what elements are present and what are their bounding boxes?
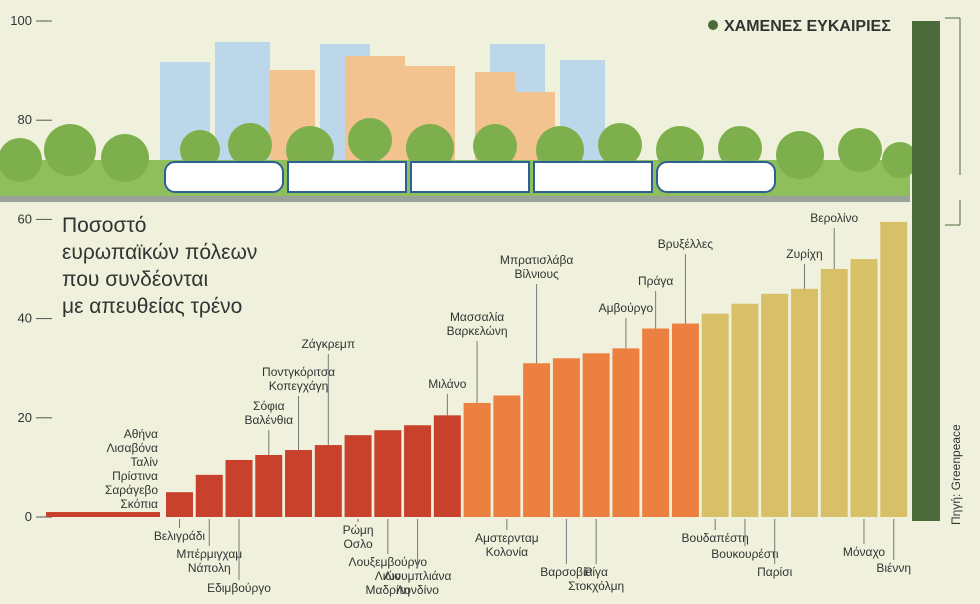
y-tick-label: 20	[18, 410, 32, 425]
category-label: Λιών	[375, 569, 401, 583]
category-label: Στοκχόλμη	[568, 579, 624, 593]
category-label: Μαδρίτη	[366, 583, 411, 597]
illustration	[0, 42, 918, 202]
bar	[166, 492, 193, 517]
bar	[374, 430, 402, 517]
category-label: Βαρκελώνη	[447, 324, 508, 338]
y-tick-label: 60	[18, 211, 32, 226]
category-label: Σόφια	[253, 399, 285, 413]
bar	[731, 303, 759, 517]
category-label: Λιουμπλιάνα	[384, 569, 452, 583]
category-label: Νάπολη	[188, 561, 231, 575]
category-label: Βαρσοβία	[540, 565, 592, 579]
category-label: Βρυξέλλες	[658, 237, 713, 251]
y-tick-label: 100	[10, 13, 32, 28]
chart-title: που συνδέονται	[62, 268, 209, 291]
legend-marker	[708, 20, 718, 30]
category-label: Μπέρμιγχαμ	[176, 547, 242, 561]
category-label: Ρίγα	[584, 565, 608, 579]
bar	[850, 259, 878, 517]
bar	[344, 435, 372, 517]
category-label: Μόναχο	[843, 545, 886, 559]
category-label: Βίλνιους	[514, 267, 559, 281]
category-label: Ζάγκρεμπ	[301, 337, 355, 351]
bar	[195, 474, 223, 517]
category-label: Λονδίνο	[396, 583, 439, 597]
bar	[582, 353, 610, 517]
chart-title: ευρωπαϊκών πόλεων	[62, 241, 257, 264]
category-label: Βιέννη	[876, 561, 911, 575]
category-label: Αθήνα	[124, 427, 158, 441]
category-label: Βουκουρέστι	[711, 547, 779, 561]
category-label: Ρώμη	[343, 523, 374, 537]
category-label: Βερολίνο	[810, 211, 858, 225]
category-label: Ζυρίχη	[786, 247, 822, 261]
category-label: Αμβούργο	[599, 301, 654, 315]
category-label: Κοπεγχάγη	[269, 379, 329, 393]
category-label: Ταλίν	[130, 455, 158, 469]
bar	[285, 450, 313, 517]
y-tick-label: 80	[18, 112, 32, 127]
category-label: Σαράγεβο	[105, 483, 158, 497]
lost-opportunities-bar	[912, 21, 940, 521]
category-label: Βαλένθια	[244, 413, 293, 427]
y-tick-label: 0	[25, 509, 32, 524]
category-label: Κολονία	[486, 545, 528, 559]
bar	[820, 269, 848, 517]
category-label: Μιλάνο	[428, 377, 466, 391]
bar	[552, 358, 580, 517]
bar	[255, 455, 283, 517]
chart-title: Ποσοστό	[62, 214, 146, 237]
category-label: Πρίστινα	[112, 469, 158, 483]
category-label: Πράγα	[638, 274, 673, 288]
category-label: Οσλο	[343, 537, 373, 551]
bar	[701, 313, 729, 517]
bracket	[945, 17, 961, 226]
category-label: Βουδαπέστη	[682, 531, 749, 545]
bar	[642, 328, 670, 517]
category-label: Σκόπια	[120, 497, 158, 511]
bar	[671, 323, 699, 517]
category-label: Βελιγράδι	[154, 529, 205, 543]
bar	[880, 221, 908, 517]
bar	[761, 293, 789, 517]
bar	[433, 415, 461, 517]
bar	[523, 363, 551, 517]
legend-label: ΧΑΜΕΝΕΣ ΕΥΚΑΙΡΙΕΣ	[724, 18, 891, 35]
bar	[314, 445, 342, 517]
category-label: Εδιμβούργο	[207, 581, 271, 595]
y-tick-label: 40	[18, 311, 32, 326]
bar	[493, 395, 521, 517]
category-label: Μασσαλία	[450, 310, 504, 324]
category-label: Λουξεμβούργο	[349, 555, 428, 569]
bar	[463, 402, 491, 517]
bar	[404, 425, 432, 517]
category-label: Μπρατισλάβα	[500, 253, 574, 267]
category-label: Παρίσι	[757, 565, 793, 579]
category-label: Λισαβόνα	[106, 441, 158, 455]
bar	[790, 288, 818, 517]
bar	[46, 512, 160, 517]
bar	[612, 348, 640, 517]
source: Πηγή: Greenpeace	[949, 424, 963, 525]
category-label: Αμστερνταμ	[475, 531, 539, 545]
category-label: Ποντγκόριτσα	[262, 365, 335, 379]
bar	[225, 459, 253, 517]
chart-title: με απευθείας τρένο	[62, 295, 242, 318]
